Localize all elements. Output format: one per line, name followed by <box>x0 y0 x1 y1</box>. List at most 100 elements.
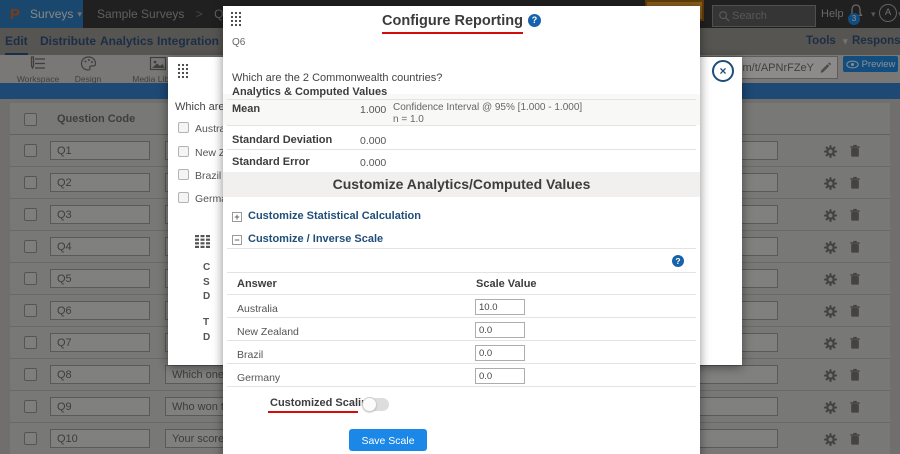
question-code-input[interactable] <box>50 269 150 288</box>
row-checkbox[interactable] <box>24 272 37 285</box>
preview-button[interactable]: Preview <box>843 56 898 72</box>
scale-value-input[interactable] <box>475 368 525 384</box>
scale-column-header: Answer <box>237 278 277 290</box>
search-input[interactable] <box>730 9 810 23</box>
checkbox[interactable] <box>178 146 189 157</box>
stat-label: Standard Deviation <box>232 134 333 146</box>
close-icon[interactable]: × <box>712 60 734 82</box>
trash-icon[interactable] <box>848 144 862 158</box>
scale-value-input[interactable] <box>475 322 525 338</box>
expander-inverse-scale[interactable]: − Customize / Inverse Scale <box>232 233 383 245</box>
breadcrumb-separator-icon: > <box>195 7 203 21</box>
gear-icon[interactable] <box>823 240 838 255</box>
scale-value-input[interactable] <box>475 345 525 361</box>
breadcrumb-item[interactable]: Sample Surveys <box>97 7 185 21</box>
trash-icon[interactable] <box>848 336 862 350</box>
question-text: Which are the 2 Commonwealth countries? <box>232 72 443 84</box>
gear-icon[interactable] <box>823 176 838 191</box>
row-checkbox[interactable] <box>24 240 37 253</box>
clipped-stat-label: D <box>203 332 211 343</box>
gear-icon[interactable] <box>823 368 838 383</box>
row-checkbox[interactable] <box>24 336 37 349</box>
notifications-button[interactable]: 3 <box>847 3 867 25</box>
toolbar-item-media-library[interactable]: Media Library <box>128 56 188 84</box>
gear-icon[interactable] <box>823 400 838 415</box>
tab-edit[interactable]: Edit <box>5 28 28 55</box>
gear-icon[interactable] <box>823 272 838 287</box>
trash-icon[interactable] <box>848 304 862 318</box>
surveys-label: Surveys <box>30 7 74 21</box>
trash-icon[interactable] <box>848 272 862 286</box>
question-code-input[interactable] <box>50 205 150 224</box>
save-scale-values-button[interactable]: Save Scale Values <box>349 429 427 451</box>
scale-column-header: Scale Value <box>476 278 537 290</box>
drag-handle-icon[interactable] <box>230 11 241 27</box>
question-code-input[interactable] <box>50 301 150 320</box>
image-icon <box>149 56 167 71</box>
drag-handle-icon[interactable] <box>177 63 188 79</box>
trash-icon[interactable] <box>848 208 862 222</box>
tab-integration[interactable]: Integration <box>157 34 219 48</box>
question-code-input[interactable] <box>50 141 150 160</box>
modal-title: Configure Reporting <box>382 13 523 34</box>
tools-menu[interactable]: Tools ▾ <box>806 35 848 47</box>
row-checkbox[interactable] <box>24 208 37 221</box>
select-all-checkbox[interactable] <box>24 113 37 126</box>
clipped-stat-label: D <box>203 291 211 302</box>
gear-icon[interactable] <box>823 336 838 351</box>
confidence-interval: Confidence Interval @ 95% [1.000 - 1.000… <box>393 102 583 113</box>
question-code-input[interactable] <box>50 173 150 192</box>
column-header: Question Code <box>57 113 136 125</box>
plus-icon: + <box>232 212 242 222</box>
gear-icon[interactable] <box>823 144 838 159</box>
trash-icon[interactable] <box>848 432 862 446</box>
scale-answer: Brazil <box>237 349 264 361</box>
checkbox[interactable] <box>178 169 189 180</box>
clipped-stat-label: T <box>203 317 210 328</box>
toolbar-item-workspace[interactable]: Workspace <box>12 56 64 84</box>
help-link[interactable]: Help <box>821 8 844 20</box>
search-box[interactable] <box>712 5 816 27</box>
surveys-dropdown[interactable]: P Surveys ▾ <box>0 0 83 28</box>
row-checkbox[interactable] <box>24 176 37 189</box>
row-checkbox[interactable] <box>24 400 37 413</box>
toolbar-item-label: Media Library <box>132 74 184 84</box>
data-table-icon[interactable] <box>195 235 210 248</box>
chevron-down-icon[interactable]: ▾ <box>898 9 900 20</box>
question-code-input[interactable] <box>50 365 150 384</box>
pencil-icon[interactable] <box>819 62 831 74</box>
question-code: Q6 <box>232 37 246 48</box>
row-checkbox[interactable] <box>24 144 37 157</box>
tab-distribute[interactable]: Distribute <box>40 34 97 48</box>
row-checkbox[interactable] <box>24 432 37 445</box>
question-code-input[interactable] <box>50 397 150 416</box>
checkbox[interactable] <box>178 192 189 203</box>
customized-scaling-label: Customized Scaling <box>270 397 375 409</box>
gear-icon[interactable] <box>823 208 838 223</box>
checkbox[interactable] <box>178 122 189 133</box>
scale-answer: Australia <box>237 303 278 315</box>
notification-badge: 3 <box>848 13 860 25</box>
trash-icon[interactable] <box>848 400 862 414</box>
trash-icon[interactable] <box>848 176 862 190</box>
customized-scaling-toggle[interactable] <box>362 397 389 412</box>
trash-icon[interactable] <box>848 240 862 254</box>
question-code-input[interactable] <box>50 237 150 256</box>
row-checkbox[interactable] <box>24 368 37 381</box>
chevron-down-icon[interactable]: ▾ <box>871 9 876 19</box>
gear-icon[interactable] <box>823 432 838 447</box>
scale-value-input[interactable] <box>475 299 525 315</box>
help-icon[interactable]: ? <box>672 255 684 267</box>
configure-reporting-modal: Configure Reporting? Q6 Which are the 2 … <box>223 6 700 454</box>
help-icon[interactable]: ? <box>527 14 541 27</box>
minus-icon: − <box>232 235 242 245</box>
trash-icon[interactable] <box>848 368 862 382</box>
question-code-input[interactable] <box>50 333 150 352</box>
expander-statistical-calculation[interactable]: + Customize Statistical Calculation <box>232 210 421 222</box>
toolbar-item-design[interactable]: Design <box>62 56 114 84</box>
question-code-input[interactable] <box>50 429 150 448</box>
row-checkbox[interactable] <box>24 304 37 317</box>
tab-analytics[interactable]: Analytics <box>100 34 154 48</box>
avatar[interactable]: A <box>879 4 897 22</box>
gear-icon[interactable] <box>823 304 838 319</box>
